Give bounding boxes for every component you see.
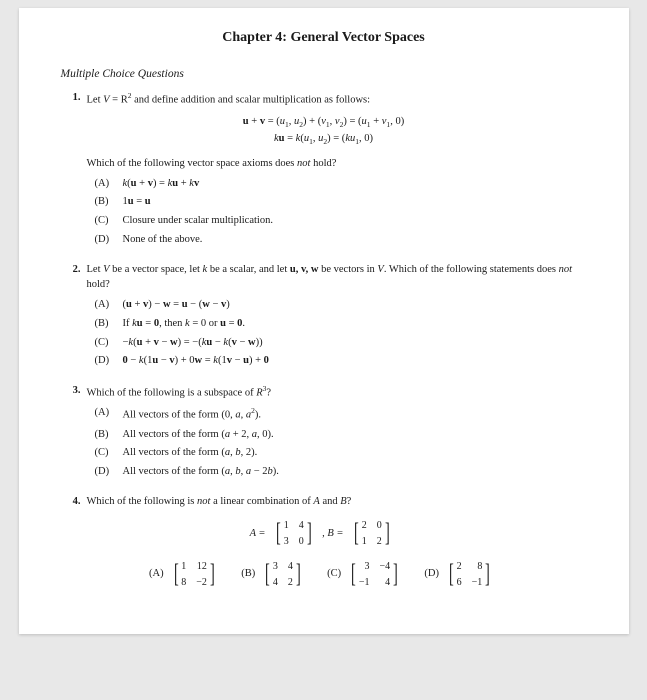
- matrix-definitions: A = [ 1430 ] , B = [ 2012 ]: [61, 518, 587, 549]
- choice-c: (C)Closure under scalar multiplication.: [95, 213, 587, 229]
- document-page: Chapter 4: General Vector Spaces Multipl…: [19, 8, 629, 634]
- math-display: u + v = (u1, u2) + (v1, v2) = (u1 + v1, …: [61, 114, 587, 148]
- choice-list: (A)(u + v) − w = u − (w − v) (B)If ku = …: [95, 297, 587, 369]
- choice-b: (B)All vectors of the form (a + 2, a, 0)…: [95, 427, 587, 443]
- choice-b: (B) [3442]: [241, 559, 308, 590]
- question-stem: 1. Let V = R2 and define addition and sc…: [61, 90, 587, 108]
- choice-d: (D)All vectors of the form (a, b, a − 2b…: [95, 464, 587, 480]
- choice-a: (A)(u + v) − w = u − (w − v): [95, 297, 587, 313]
- choice-b: (B)1u = u: [95, 194, 587, 210]
- choice-d: (D)None of the above.: [95, 232, 587, 248]
- choice-c: (C)All vectors of the form (a, b, 2).: [95, 445, 587, 461]
- question-3: 3. Which of the following is a subspace …: [61, 383, 587, 480]
- question-text: Let V be a vector space, let k be a scal…: [87, 262, 587, 294]
- question-ask: Which of the following vector space axio…: [87, 156, 587, 172]
- question-text: Which of the following is a subspace of …: [87, 383, 587, 401]
- question-4: 4. Which of the following is not a linea…: [61, 494, 587, 590]
- matrix-A: [ 1430 ]: [274, 518, 313, 549]
- section-title: Multiple Choice Questions: [61, 68, 587, 80]
- choice-a: (A)k(u + v) = ku + kv: [95, 176, 587, 192]
- choice-b: (B)If ku = 0, then k = 0 or u = 0.: [95, 316, 587, 332]
- choice-list: (A)k(u + v) = ku + kv (B)1u = u (C)Closu…: [95, 176, 587, 248]
- question-number: 2.: [61, 262, 81, 294]
- question-text: Which of the following is not a linear c…: [87, 494, 587, 510]
- choice-a: (A) [1128−2]: [149, 559, 223, 590]
- choice-d: (D) [286−1]: [424, 559, 498, 590]
- matrix-B: [ 2012 ]: [352, 518, 391, 549]
- chapter-title: Chapter 4: General Vector Spaces: [61, 30, 587, 46]
- question-stem: 4. Which of the following is not a linea…: [61, 494, 587, 510]
- question-number: 4.: [61, 494, 81, 510]
- question-stem: 2. Let V be a vector space, let k be a s…: [61, 262, 587, 294]
- choice-d: (D)0 − k(1u − v) + 0w = k(1v − u) + 0: [95, 353, 587, 369]
- horizontal-choices: (A) [1128−2] (B) [3442] (C) [3−4−14] (D)…: [61, 559, 587, 590]
- choice-list: (A)All vectors of the form (0, a, a2). (…: [95, 405, 587, 480]
- choice-c: (C)−k(u + v − w) = −(ku − k(v − w)): [95, 335, 587, 351]
- choice-c: (C) [3−4−14]: [327, 559, 406, 590]
- choice-a: (A)All vectors of the form (0, a, a2).: [95, 405, 587, 423]
- question-2: 2. Let V be a vector space, let k be a s…: [61, 262, 587, 370]
- question-text: Let V = R2 and define addition and scala…: [87, 90, 587, 108]
- question-number: 1.: [61, 90, 81, 108]
- question-number: 3.: [61, 383, 81, 401]
- question-1: 1. Let V = R2 and define addition and sc…: [61, 90, 587, 248]
- question-stem: 3. Which of the following is a subspace …: [61, 383, 587, 401]
